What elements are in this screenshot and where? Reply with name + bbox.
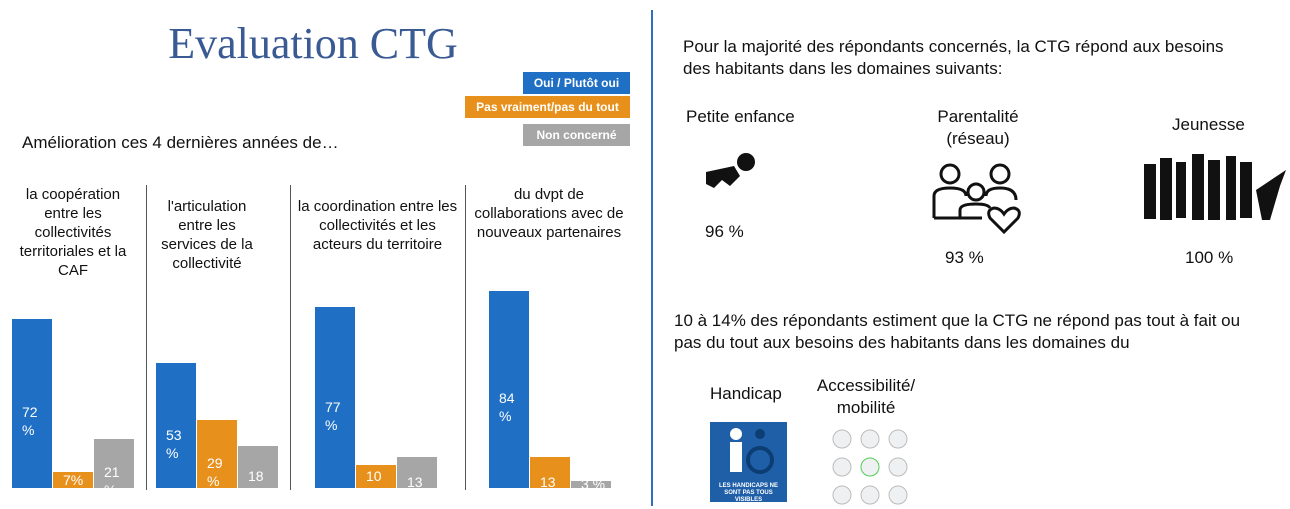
divider [651, 10, 653, 506]
chart-title: du dvpt de collaborations avec de nouvea… [470, 185, 628, 242]
value-label: 7% [63, 471, 83, 489]
youth-icon [1140, 150, 1288, 230]
chart-title: la coopération entre les collectivités t… [8, 185, 138, 280]
intro: Pour la majorité des répondants concerné… [683, 36, 1243, 80]
title: Evaluation CTG [100, 18, 526, 69]
domain-label: Handicap [710, 383, 782, 405]
value-label: 84 % [499, 389, 515, 425]
domain-value: 96 % [705, 221, 744, 243]
separator [290, 185, 291, 490]
value-label: 53 % [166, 426, 182, 462]
separator [146, 185, 147, 490]
slide: Evaluation CTG Oui / Plutôt oui Pas vrai… [0, 0, 1290, 506]
domain-label: Accessibilité/ mobilité [814, 375, 918, 419]
domain-label: Jeunesse [1172, 114, 1245, 136]
family-icon [930, 160, 1026, 235]
handicap-icon: LES HANDICAPS NE SONT PAS TOUS VISIBLES [710, 422, 787, 502]
domain-value: 100 % [1185, 247, 1233, 269]
value-label: 21 % [104, 463, 120, 499]
value-label: 18 % [248, 467, 264, 503]
value-label: 29 % [207, 454, 223, 490]
domain-label: Parentalité (réseau) [928, 106, 1028, 150]
value-label: 77 % [325, 398, 341, 434]
value-label: 10 % [366, 467, 382, 503]
value-label: 72 % [22, 403, 38, 439]
chart-title: l'articulation entre les services de la … [152, 197, 262, 273]
note: 10 à 14% des répondants estiment que la … [674, 310, 1244, 354]
domain-label: Petite enfance [686, 106, 795, 128]
legend-item: Oui / Plutôt oui [523, 72, 630, 94]
legend-item: Pas vraiment/pas du tout [465, 96, 630, 118]
domain-value: 93 % [945, 247, 984, 269]
separator [465, 185, 466, 490]
value-label: 13 % [540, 473, 556, 509]
handicap-figure [710, 422, 787, 478]
value-label: 13 % [407, 473, 423, 509]
icon-text: LES HANDICAPS NE SONT PAS TOUS VISIBLES [710, 483, 787, 504]
baby-icon [700, 150, 760, 195]
subtitle: Amélioration ces 4 dernières années de… [22, 133, 339, 153]
value-label: 3 % [581, 475, 605, 493]
mobility-icon [822, 425, 918, 505]
chart-title: la coordination entre les collectivités … [295, 197, 460, 254]
legend-item: Non concerné [523, 124, 630, 146]
